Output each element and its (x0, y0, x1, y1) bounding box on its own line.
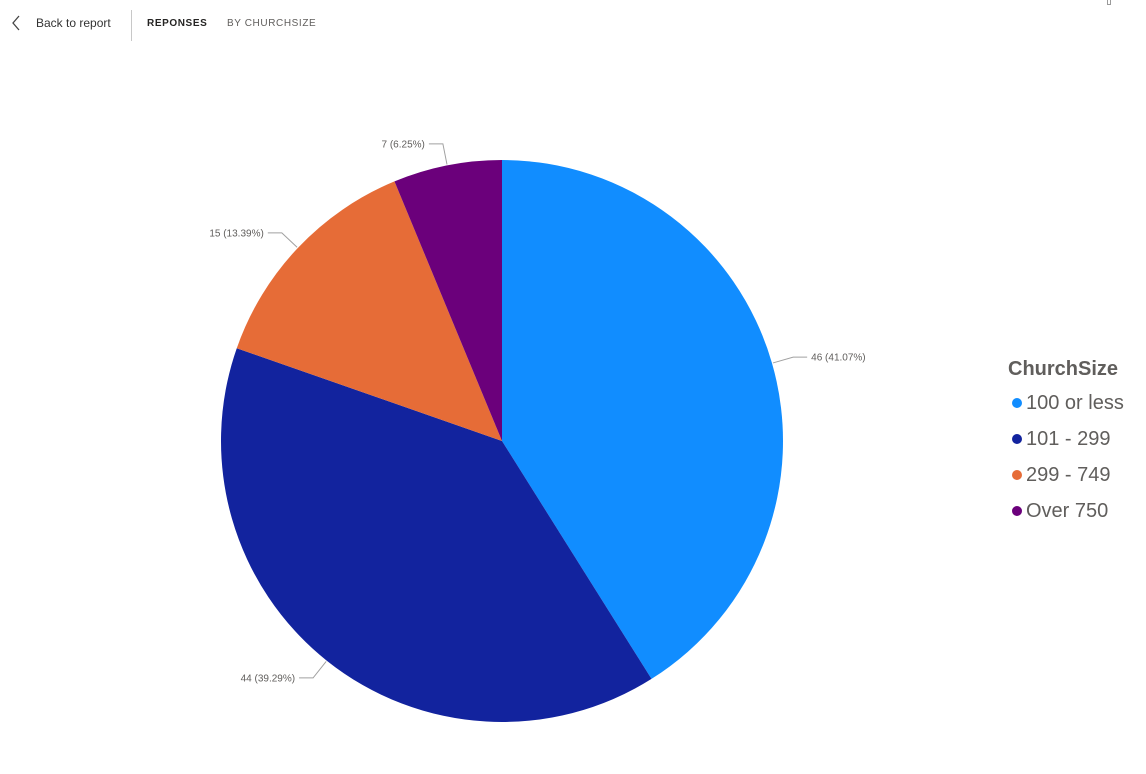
data-label: 46 (41.07%) (811, 353, 865, 364)
legend-label: 100 or less (1026, 391, 1124, 414)
legend-dot (1012, 434, 1022, 444)
pie-slice-299-749[interactable] (236, 181, 502, 442)
legend-title: ChurchSize (1008, 358, 1119, 380)
legend-dot (1012, 398, 1022, 408)
pie-slice-100-or-less[interactable] (502, 160, 783, 679)
pie-slice-101-299[interactable] (221, 348, 652, 722)
nav-divider (131, 10, 132, 41)
legend-dot (1012, 506, 1022, 516)
chevron-left-icon (10, 14, 24, 32)
tab-responses[interactable]: REPONSES (147, 18, 208, 29)
corner-mark (1107, 0, 1111, 5)
legend-label: 299 - 749 (1026, 463, 1111, 486)
legend-item-299-749[interactable]: 299 - 749 (1008, 457, 1124, 493)
legend-item-over-750[interactable]: Over 750 (1008, 493, 1124, 529)
data-label: 7 (6.25%) (382, 139, 425, 150)
leader-line (267, 232, 298, 248)
chart-legend: ChurchSize 100 or less 101 - 299 299 - 7… (1008, 358, 1124, 529)
top-navigation-bar: Back to report REPONSES BY CHURCHSIZE (0, 0, 1146, 44)
legend-item-100-or-less[interactable]: 100 or less (1008, 385, 1124, 421)
tab-by-churchsize[interactable]: BY CHURCHSIZE (227, 18, 317, 29)
leader-line (299, 661, 327, 679)
legend-label: 101 - 299 (1026, 427, 1111, 450)
legend-label: Over 750 (1026, 499, 1109, 522)
pie-slice-over-750[interactable] (394, 160, 502, 441)
legend-dot (1012, 470, 1022, 480)
back-to-report-button[interactable]: Back to report (10, 12, 111, 34)
leader-line (772, 356, 808, 364)
legend-item-101-299[interactable]: 101 - 299 (1008, 421, 1124, 457)
leader-line (428, 143, 448, 165)
back-to-report-label: Back to report (36, 16, 111, 30)
data-label: 15 (13.39%) (209, 228, 263, 239)
data-label: 44 (39.29%) (241, 673, 295, 684)
